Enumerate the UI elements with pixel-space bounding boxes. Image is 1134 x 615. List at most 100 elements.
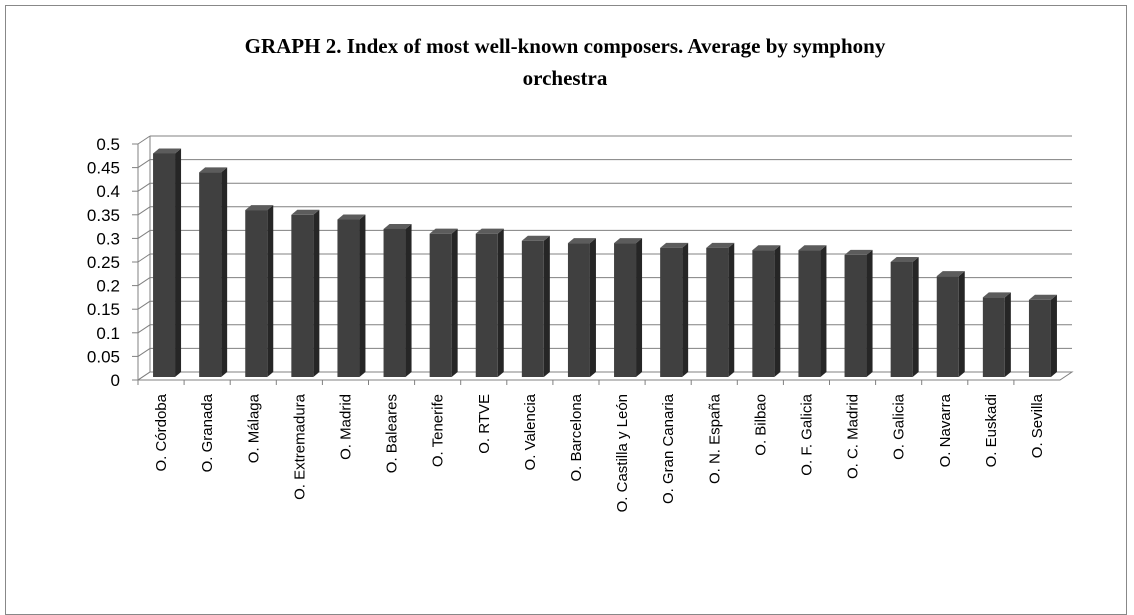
- bar: [383, 228, 406, 377]
- bar-side: [543, 235, 550, 377]
- bar-top: [798, 245, 827, 251]
- bar: [1028, 299, 1051, 377]
- x-tick-label: O. Málaga: [245, 393, 262, 463]
- x-tick-label: O. Córdoba: [153, 393, 170, 471]
- x-tick-label: O. Galicia: [891, 393, 908, 460]
- bar-top: [291, 209, 320, 215]
- x-tick-label: O. Navarra: [937, 393, 954, 467]
- bar: [706, 247, 729, 377]
- bar-side: [405, 223, 412, 377]
- bar-side: [866, 249, 873, 377]
- bar-side: [1004, 292, 1011, 377]
- y-tick-label: 0.35: [87, 206, 120, 225]
- x-tick-label: O. F. Galicia: [798, 393, 815, 475]
- x-tick-label: O. Euskadi: [983, 394, 1000, 467]
- y-tick-label: 0.4: [96, 182, 120, 201]
- bar: [245, 210, 268, 377]
- bar: [982, 297, 1005, 377]
- bar-top: [890, 257, 919, 262]
- bar-side: [774, 245, 781, 377]
- bar-top: [614, 238, 643, 244]
- x-tick-label: O. Barcelona: [568, 393, 585, 481]
- y-tick-label: 0.25: [87, 253, 120, 272]
- bar-side: [359, 214, 366, 377]
- x-tick-label: O. Valencia: [522, 393, 539, 470]
- bar: [153, 153, 176, 377]
- bar: [798, 250, 821, 377]
- bar-top: [429, 228, 458, 234]
- y-tick-label: 0: [111, 371, 120, 390]
- grid-side: [137, 206, 151, 216]
- bar-side: [1050, 294, 1057, 377]
- x-tick-label: O. Granada: [199, 393, 216, 472]
- bar: [475, 233, 498, 377]
- bar-top: [936, 271, 965, 277]
- grid-side: [137, 253, 151, 263]
- y-tick-label: 0.05: [87, 347, 120, 366]
- bar-side: [958, 271, 965, 377]
- bar-top: [567, 238, 596, 244]
- x-tick-label: O. Sevilla: [1029, 393, 1046, 458]
- grid-side: [137, 324, 151, 334]
- x-tick-label: O. Tenerife: [430, 394, 447, 467]
- bar: [752, 250, 775, 377]
- bar: [844, 254, 867, 377]
- x-tick-label: O. Castilla y León: [614, 394, 631, 512]
- bar-side: [221, 167, 228, 377]
- grid-side: [137, 182, 151, 192]
- grid-side: [137, 300, 151, 310]
- bar-top: [199, 167, 228, 173]
- bar-side: [497, 228, 504, 377]
- y-tick-label: 0.45: [87, 159, 120, 178]
- bar-top: [1028, 294, 1057, 300]
- grid-side: [137, 371, 151, 381]
- x-tick-label: O. Madrid: [337, 394, 354, 460]
- bar-top: [383, 223, 412, 229]
- bar: [521, 240, 544, 377]
- bar: [429, 233, 452, 377]
- bar-top: [660, 242, 689, 248]
- y-tick-label: 0.5: [96, 135, 120, 154]
- y-tick-label: 0.3: [96, 229, 120, 248]
- grid-side: [137, 277, 151, 287]
- bar-side: [728, 242, 735, 377]
- bar-side: [682, 242, 689, 377]
- bar-top: [752, 245, 781, 251]
- bar-top: [153, 148, 182, 154]
- bar-top: [475, 228, 504, 234]
- bar-top: [982, 292, 1011, 298]
- bar: [567, 243, 590, 377]
- y-tick-label: 0.2: [96, 277, 120, 296]
- bar-top: [337, 214, 366, 220]
- bar-side: [313, 209, 320, 377]
- bar: [291, 214, 314, 377]
- y-tick-label: 0.15: [87, 300, 120, 319]
- grid-side: [137, 135, 151, 145]
- bar-side: [589, 238, 596, 377]
- x-tick-label: O. N. España: [706, 393, 723, 484]
- x-tick-label: O. RTVE: [476, 394, 493, 454]
- bar-side: [175, 148, 182, 377]
- grid-side: [137, 347, 151, 357]
- x-tick-label: O. Baleares: [384, 394, 401, 473]
- grid-side: [137, 229, 151, 239]
- x-tick-label: O. Extremadura: [291, 393, 308, 500]
- bar: [890, 262, 913, 377]
- bar-side: [451, 228, 458, 377]
- bar: [660, 247, 683, 377]
- floor: [136, 371, 1074, 381]
- x-tick-label: O. Bilbao: [752, 394, 769, 456]
- x-tick-label: O. C. Madrid: [845, 394, 862, 479]
- bar: [936, 276, 959, 377]
- bar-side: [820, 245, 827, 377]
- bar: [199, 172, 222, 377]
- grid-side: [137, 159, 151, 169]
- y-tick-label: 0.1: [96, 324, 120, 343]
- bar-side: [636, 238, 643, 377]
- bar-side: [267, 205, 274, 377]
- bar: [614, 243, 637, 377]
- bar-top: [521, 235, 550, 241]
- chart-title: GRAPH 2. Index of most well-known compos…: [244, 34, 886, 90]
